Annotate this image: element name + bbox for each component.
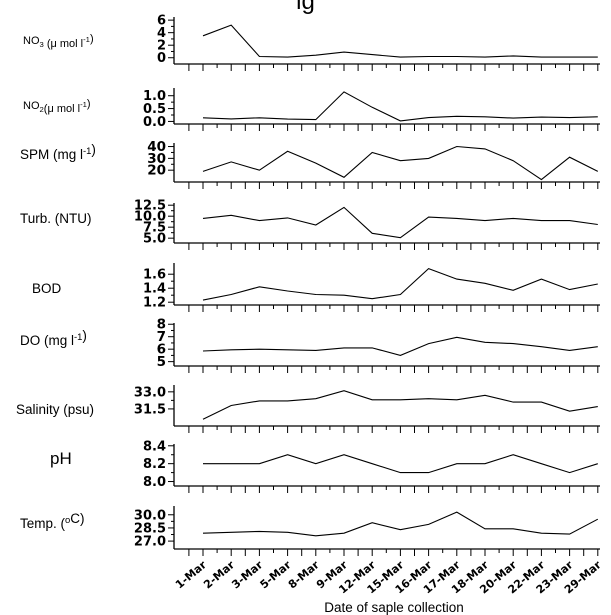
y-axis-label: DO (mg l-1) [20,328,87,348]
panel-5: 1.61.41.2 BOD [32,263,600,312]
x-tick-label: 8-Mar [286,558,322,591]
y-tick-label: 5.0 [143,232,166,247]
y-tick-label: 31.5 [134,402,166,417]
x-tick-label: 5-Mar [258,558,294,591]
series-line [202,390,598,420]
y-tick-label: 30 [147,151,166,167]
x-tick-labels: 1-Mar2-Mar3-Mar5-Mar8-Mar9-Mar12-Mar15-M… [173,558,604,596]
series-line [202,511,599,537]
series-line [202,267,598,301]
panel-2: 1.00.50.0 NO2(μ mol l-1) [23,88,600,131]
y-tick-label: 8.2 [143,457,166,472]
series-line [202,145,599,181]
y-tick-label: 10.0 [134,210,166,225]
y-tick-label: 1.4 [143,282,166,297]
y-axis-label: BOD [32,281,62,296]
y-axis-label: Temp. (oC) [20,511,85,531]
series-line [202,24,598,58]
y-tick-label: 1.2 [143,296,166,311]
cropped-title: ig [296,0,315,15]
y-tick-label: 20 [147,163,166,179]
y-tick-label: 27.0 [134,535,166,550]
y-tick-label: 8 [157,317,166,333]
panel-9: 30.028.527.0 Temp. (oC) [20,506,600,556]
y-tick-label: 7.5 [143,221,166,236]
y-axis-label: pH [50,449,72,468]
y-axis-label: NO2(μ mol l-1) [23,98,91,115]
y-tick-label: 1.6 [143,268,166,283]
y-tick-label: 6 [157,14,166,29]
y-tick-label: 8.4 [143,439,166,454]
y-tick-label: 33.0 [134,385,166,400]
panel-7: 33.0 31.5 Salinity (psu) [16,385,600,433]
series-line [203,454,598,474]
y-axis-label: Salinity (psu) [16,402,94,417]
y-tick-label: 0.5 [143,102,166,117]
panel-4: 12.510.07.55.0 Turb. (NTU) [20,199,600,250]
y-tick-label: 8.0 [143,475,166,490]
y-tick-label: 5 [157,354,166,370]
y-tick-label: 28.5 [134,521,166,536]
y-tick-label: 6 [157,342,166,358]
y-tick-label: 4 [157,26,166,41]
y-tick-label: 12.5 [134,199,166,214]
x-tick-label: 3-Mar [229,558,265,591]
series-line [202,206,598,239]
x-tick-label: 1-Mar [173,558,209,591]
x-tick-label: 2-Mar [201,558,237,591]
y-tick-label: 30.0 [134,508,166,523]
y-tick-label: 7 [157,329,166,345]
x-axis-title: Date of saple collection [324,600,464,615]
y-tick-label: 1.0 [143,89,166,104]
y-tick-label: 2 [157,39,166,54]
panel-8: 8.4 8.2 8.0 pH [50,439,600,493]
y-tick-label: 0 [157,51,166,66]
y-tick-label: 0.0 [143,115,166,130]
y-axis-label: Turb. (NTU) [20,211,92,226]
y-axis-label: NO3 (μ mol l-1) [23,33,94,50]
y-axis-label: SPM (mg l-1) [20,142,96,162]
y-tick-label: 40 [147,139,166,155]
series-line [202,91,598,122]
series-line [202,336,598,356]
